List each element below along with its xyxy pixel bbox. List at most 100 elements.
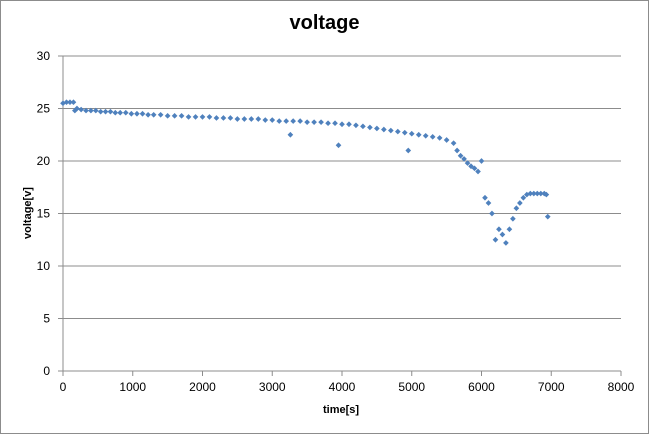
data-point [415,131,422,138]
data-point [102,108,109,115]
data-point [88,107,94,114]
grid-lines [63,55,621,319]
data-point [471,165,478,172]
data-point [78,106,84,113]
data-point [527,190,534,197]
data-point [220,115,227,121]
data-point [70,99,77,106]
data-point [436,135,443,141]
data-point [401,129,408,136]
data-point [318,119,324,125]
data-point [157,111,164,118]
data-point [374,125,380,132]
data-point [405,147,412,154]
data-point [92,107,99,114]
data-point [241,116,248,122]
data-point [171,113,178,119]
data-point [206,114,213,120]
data-point [97,108,104,115]
data-point [482,194,488,201]
data-point [134,110,140,117]
x-tick-labels: 0 1000 2000 3000 4000 5000 6000 7000 8000 [60,380,635,394]
data-point [122,109,129,116]
data-point [537,190,544,197]
data-point [381,126,387,133]
chart-title: voltage [289,12,360,34]
y-tick-label: 15 [37,207,51,221]
data-point [422,132,429,139]
data-point [543,191,550,198]
data-point [63,99,70,106]
data-point [283,118,290,124]
x-tick-label: 4000 [329,380,356,394]
data-point [145,111,151,118]
data-point [517,200,523,206]
data-point [311,119,317,125]
data-point [150,111,157,118]
data-point [339,121,345,128]
data-point [332,120,338,127]
data-point [454,147,460,154]
data-point [387,127,394,134]
x-tick-label: 5000 [398,380,425,394]
data-point [485,200,492,206]
data-point [510,215,516,222]
y-axis-label: voltage[v] [22,187,34,239]
data-points [60,99,551,246]
y-tick-label: 5 [43,312,50,326]
data-point [192,114,199,120]
data-point [496,226,502,233]
data-point [367,124,373,131]
data-point [464,160,471,166]
data-point [128,110,135,117]
data-point [506,226,513,233]
data-point [475,168,481,175]
data-point [213,115,220,121]
y-tick-label: 0 [43,364,50,378]
data-point [269,117,276,123]
data-point [520,194,527,201]
data-point [461,156,467,162]
data-point [290,118,297,124]
data-point [450,140,457,146]
data-point [325,120,331,127]
data-point [457,152,464,159]
data-point [530,190,537,197]
data-point [503,240,509,246]
data-point [492,236,499,243]
data-point [346,121,352,128]
data-point [408,130,415,137]
y-tick-label: 10 [37,259,51,273]
x-axis-label: time[s] [323,404,359,416]
data-point [199,114,206,120]
data-point [248,116,255,122]
data-point [276,118,283,124]
data-point [139,110,146,117]
x-tick-label: 7000 [538,380,565,394]
data-point [67,99,73,106]
data-point [534,190,541,197]
data-point [255,116,262,122]
data-point [297,118,303,124]
data-point [117,109,124,116]
x-tick-label: 0 [60,380,67,394]
data-point [287,131,294,138]
x-tick-label: 1000 [119,380,146,394]
data-point [234,116,241,122]
data-point [304,119,310,125]
data-point [353,122,359,129]
data-point [185,114,192,120]
y-tick-labels: 0 5 10 15 20 25 30 [37,49,51,378]
data-point [394,128,401,135]
data-point [335,142,342,149]
data-point [164,113,171,119]
data-point [429,134,436,140]
data-point [478,158,485,164]
x-tick-label: 8000 [608,380,635,394]
y-tick-label: 25 [37,102,51,116]
x-tick-label: 6000 [468,380,495,394]
data-point [83,107,89,114]
data-point [443,137,450,143]
